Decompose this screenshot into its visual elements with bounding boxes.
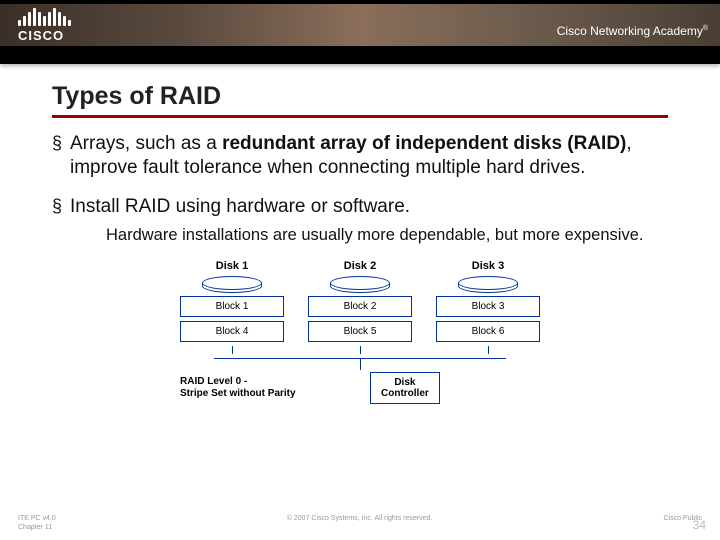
sub-bullet: Hardware installations are usually more …	[106, 225, 668, 246]
disk-column-1: Disk 1 Block 1 Block 4	[180, 260, 284, 354]
banner-bottom-strip	[0, 46, 720, 58]
disk-cylinder-icon	[330, 276, 390, 290]
footer-copyright: © 2007 Cisco Systems, Inc. All rights re…	[56, 515, 664, 532]
banner-top-strip	[0, 0, 720, 4]
cisco-bars-icon	[18, 6, 71, 26]
disk-label: Disk 2	[308, 260, 412, 272]
disk-label: Disk 3	[436, 260, 540, 272]
block-box: Block 2	[308, 296, 412, 317]
disk-cylinder-icon	[202, 276, 262, 290]
disk-column-3: Disk 3 Block 3 Block 6	[436, 260, 540, 354]
block-box: Block 5	[308, 321, 412, 342]
slide-footer: ITE PC v4.0 Chapter 11 © 2007 Cisco Syst…	[0, 515, 720, 532]
connector-drop	[360, 358, 361, 370]
academy-label: Cisco Networking Academy®	[557, 24, 708, 38]
disk-column-2: Disk 2 Block 2 Block 5	[308, 260, 412, 354]
banner-shadow	[0, 58, 720, 64]
controller-line2: Controller	[381, 388, 429, 399]
controller-line1: Disk	[394, 377, 415, 388]
disk-label: Disk 1	[180, 260, 284, 272]
footer-left: ITE PC v4.0 Chapter 11	[18, 515, 56, 532]
caption-line1: RAID Level 0 -	[180, 376, 247, 387]
bullet-1-pre: Arrays, such as a	[70, 133, 222, 154]
page-number: 34	[693, 518, 706, 532]
block-box: Block 6	[436, 321, 540, 342]
block-box: Block 4	[180, 321, 284, 342]
diagram-caption-row: RAID Level 0 - Stripe Set without Parity…	[180, 372, 540, 404]
block-box: Block 3	[436, 296, 540, 317]
cisco-logo-text: CISCO	[18, 28, 71, 43]
bullet-2-text: Install RAID using hardware or software.	[70, 196, 410, 217]
disk-controller-box: Disk Controller	[370, 372, 440, 404]
header-banner: CISCO Cisco Networking Academy®	[0, 0, 720, 58]
bullet-list: Arrays, such as a redundant array of ind…	[52, 132, 668, 246]
disk-cylinder-icon	[458, 276, 518, 290]
disk-row: Disk 1 Block 1 Block 4 Disk 2 Block 2 Bl…	[180, 260, 540, 354]
bullet-2: Install RAID using hardware or software.…	[52, 195, 668, 246]
slide-content: Types of RAID Arrays, such as a redundan…	[0, 58, 720, 404]
bullet-1: Arrays, such as a redundant array of ind…	[52, 132, 668, 181]
raid-diagram: Disk 1 Block 1 Block 4 Disk 2 Block 2 Bl…	[180, 260, 540, 404]
footer-course: ITE PC v4.0	[18, 515, 56, 522]
footer-chapter: Chapter 11	[18, 524, 52, 531]
title-underline	[52, 115, 668, 118]
caption-line2: Stripe Set without Parity	[180, 388, 296, 399]
bullet-1-bold: redundant array of independent disks (RA…	[222, 133, 626, 154]
block-box: Block 1	[180, 296, 284, 317]
connector-bus	[180, 352, 540, 364]
cisco-logo: CISCO	[18, 6, 71, 43]
raid-caption: RAID Level 0 - Stripe Set without Parity	[180, 376, 340, 400]
slide-title: Types of RAID	[52, 82, 668, 111]
